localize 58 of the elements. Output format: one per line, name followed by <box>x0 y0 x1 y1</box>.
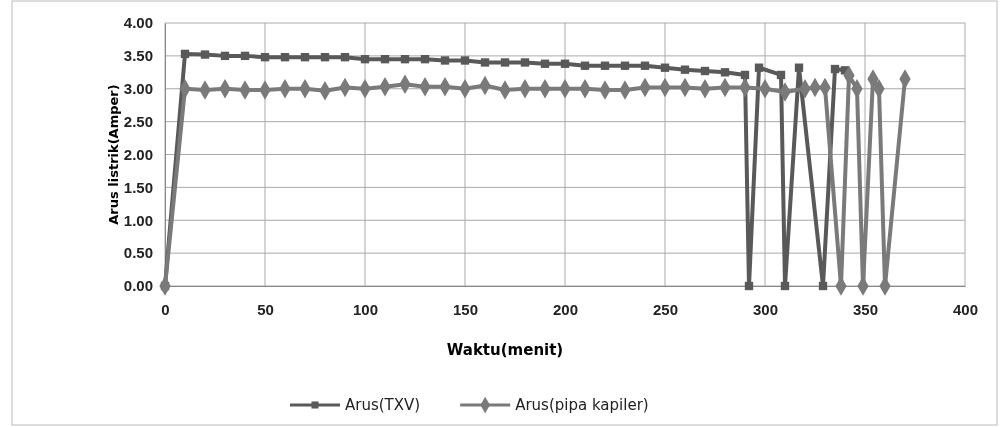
point <box>818 281 828 291</box>
x-axis-title: Waktu(menit) <box>446 341 564 359</box>
y-tick-label: 2.00 <box>123 145 153 163</box>
point <box>360 54 370 64</box>
point <box>520 58 530 67</box>
point <box>540 59 550 68</box>
legend-label: Arus(TXV) <box>345 396 421 414</box>
point <box>620 61 630 70</box>
point <box>480 58 490 67</box>
point <box>830 64 840 74</box>
point <box>794 63 804 72</box>
point <box>440 56 450 65</box>
point <box>720 68 730 77</box>
y-tick-label: 4.00 <box>123 14 153 32</box>
point <box>200 50 210 59</box>
point <box>740 70 750 80</box>
y-tick-label: 1.50 <box>123 178 153 196</box>
point <box>400 54 410 64</box>
y-tick-label: 2.50 <box>123 112 153 130</box>
point <box>580 61 590 70</box>
point <box>180 49 190 59</box>
point <box>500 58 510 67</box>
point <box>680 65 690 74</box>
x-tick-label: 50 <box>257 300 274 318</box>
x-tick-label: 0 <box>161 300 170 318</box>
point <box>280 53 290 62</box>
point <box>754 63 764 72</box>
point <box>300 53 310 62</box>
x-tick-label: 200 <box>552 300 579 318</box>
point <box>460 56 470 65</box>
y-tick-label: 0.00 <box>123 277 153 295</box>
point <box>420 54 430 64</box>
point <box>780 281 790 291</box>
x-tick-label: 100 <box>352 300 379 318</box>
point <box>744 281 754 291</box>
point <box>560 59 570 68</box>
point <box>660 63 670 72</box>
point <box>600 61 610 70</box>
point <box>340 53 350 62</box>
x-tick-label: 250 <box>652 300 679 318</box>
point <box>240 51 250 61</box>
point <box>320 53 330 62</box>
x-tick-label: 400 <box>952 300 979 318</box>
y-axis-title: Arus listrik(Amper) <box>106 84 121 225</box>
point <box>700 66 710 76</box>
point <box>260 53 270 62</box>
x-tick-label: 150 <box>452 300 479 318</box>
point <box>380 54 390 64</box>
legend-label: Arus(pipa kapiler) <box>515 396 649 414</box>
y-tick-label: 0.50 <box>123 244 153 262</box>
point <box>776 70 786 80</box>
y-tick-label: 3.00 <box>123 80 153 98</box>
point <box>220 51 230 61</box>
point <box>640 61 650 70</box>
x-tick-label: 300 <box>752 300 779 318</box>
x-tick-label: 350 <box>852 300 879 318</box>
y-tick-label: 1.00 <box>123 211 153 229</box>
y-tick-label: 3.50 <box>123 47 153 65</box>
